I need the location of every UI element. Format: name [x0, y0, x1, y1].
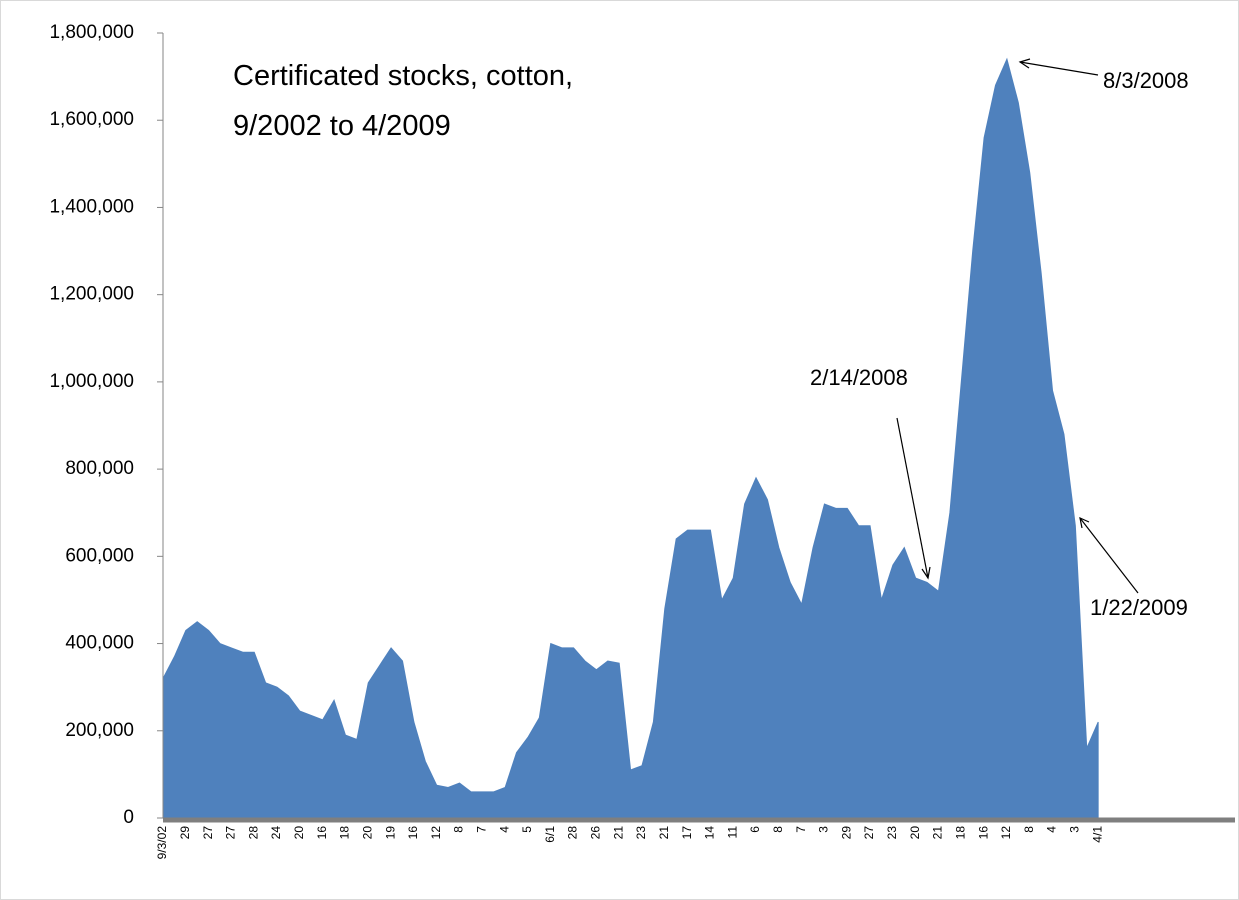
arrow-head [921, 566, 931, 580]
x-tick-label: 4 [497, 826, 511, 833]
x-tick-label: 8 [771, 826, 785, 833]
x-tick-label: 28 [566, 826, 580, 840]
x-tick-label: 8 [452, 826, 466, 833]
x-tick-label: 7 [794, 826, 808, 833]
x-tick-label: 23 [634, 826, 648, 840]
chart-title: 9/2002 to 4/2009 [233, 110, 451, 142]
x-tick-label: 5 [520, 826, 534, 833]
arrows [896, 58, 1139, 594]
x-tick-label: 28 [246, 826, 260, 840]
x-tick-label: 14 [703, 826, 717, 840]
x-tick-label: 4/1 [1090, 826, 1104, 843]
y-tick-label: 1,200,000 [49, 284, 134, 305]
x-tick-label: 27 [224, 826, 238, 840]
x-tick-label: 4 [1045, 826, 1059, 833]
x-tick-label: 8 [1022, 826, 1036, 833]
x-tick-label: 26 [589, 826, 603, 840]
annotation: 8/3/2008 [1103, 68, 1189, 93]
x-tick-label: 18 [953, 826, 967, 840]
annotation: 1/22/2009 [1090, 595, 1188, 620]
x-tick-label: 19 [383, 826, 397, 840]
annotation: 2/14/2008 [810, 365, 908, 390]
y-tick-label: 400,000 [65, 633, 134, 654]
x-tick-label: 9/3/02 [155, 826, 169, 860]
x-tick-label: 18 [338, 826, 352, 840]
x-tick-label: 29 [178, 826, 192, 840]
x-tick-label: 11 [725, 826, 739, 839]
y-tick-label: 600,000 [65, 545, 134, 566]
x-tick-label: 16 [406, 826, 420, 840]
x-tick-label: 20 [292, 826, 306, 840]
arrow-head [1079, 516, 1090, 529]
x-tick-label: 20 [360, 826, 374, 840]
arrow-head [1018, 58, 1031, 69]
y-tick-label: 1,000,000 [49, 371, 134, 392]
x-tick-label: 27 [862, 826, 876, 840]
y-tick-label: 1,400,000 [49, 196, 134, 217]
x-tick-label: 16 [976, 826, 990, 840]
arrow [1019, 61, 1099, 76]
y-tick-label: 200,000 [65, 720, 134, 741]
x-tick-label: 29 [839, 826, 853, 840]
x-tick-label: 21 [611, 826, 625, 840]
x-tick-label: 6/1 [543, 826, 557, 843]
x-tick-label: 20 [908, 826, 922, 840]
y-tick-label: 0 [123, 807, 134, 828]
chart-title: Certificated stocks, cotton, [233, 60, 573, 92]
x-tick-label: 21 [657, 826, 671, 840]
x-tick-label: 21 [931, 826, 945, 840]
x-tick-label: 12 [999, 826, 1013, 840]
x-tick-label: 3 [1068, 826, 1082, 833]
x-tick-label: 24 [269, 826, 283, 840]
arrow [1079, 517, 1139, 594]
x-tick-label: 17 [680, 826, 694, 840]
area [162, 57, 1099, 819]
x-tick-label: 3 [817, 826, 831, 833]
x-tick-label: 23 [885, 826, 899, 840]
y-tick-label: 1,800,000 [49, 22, 134, 43]
x-tick-label: 6 [748, 826, 762, 833]
arrow [896, 417, 929, 579]
y-tick-label: 1,600,000 [49, 109, 134, 130]
x-tick-label: 16 [315, 826, 329, 840]
x-tick-label: 12 [429, 826, 443, 840]
y-tick-label: 800,000 [65, 458, 134, 479]
x-tick-label: 7 [474, 826, 488, 833]
x-tick-label: 27 [201, 826, 215, 840]
